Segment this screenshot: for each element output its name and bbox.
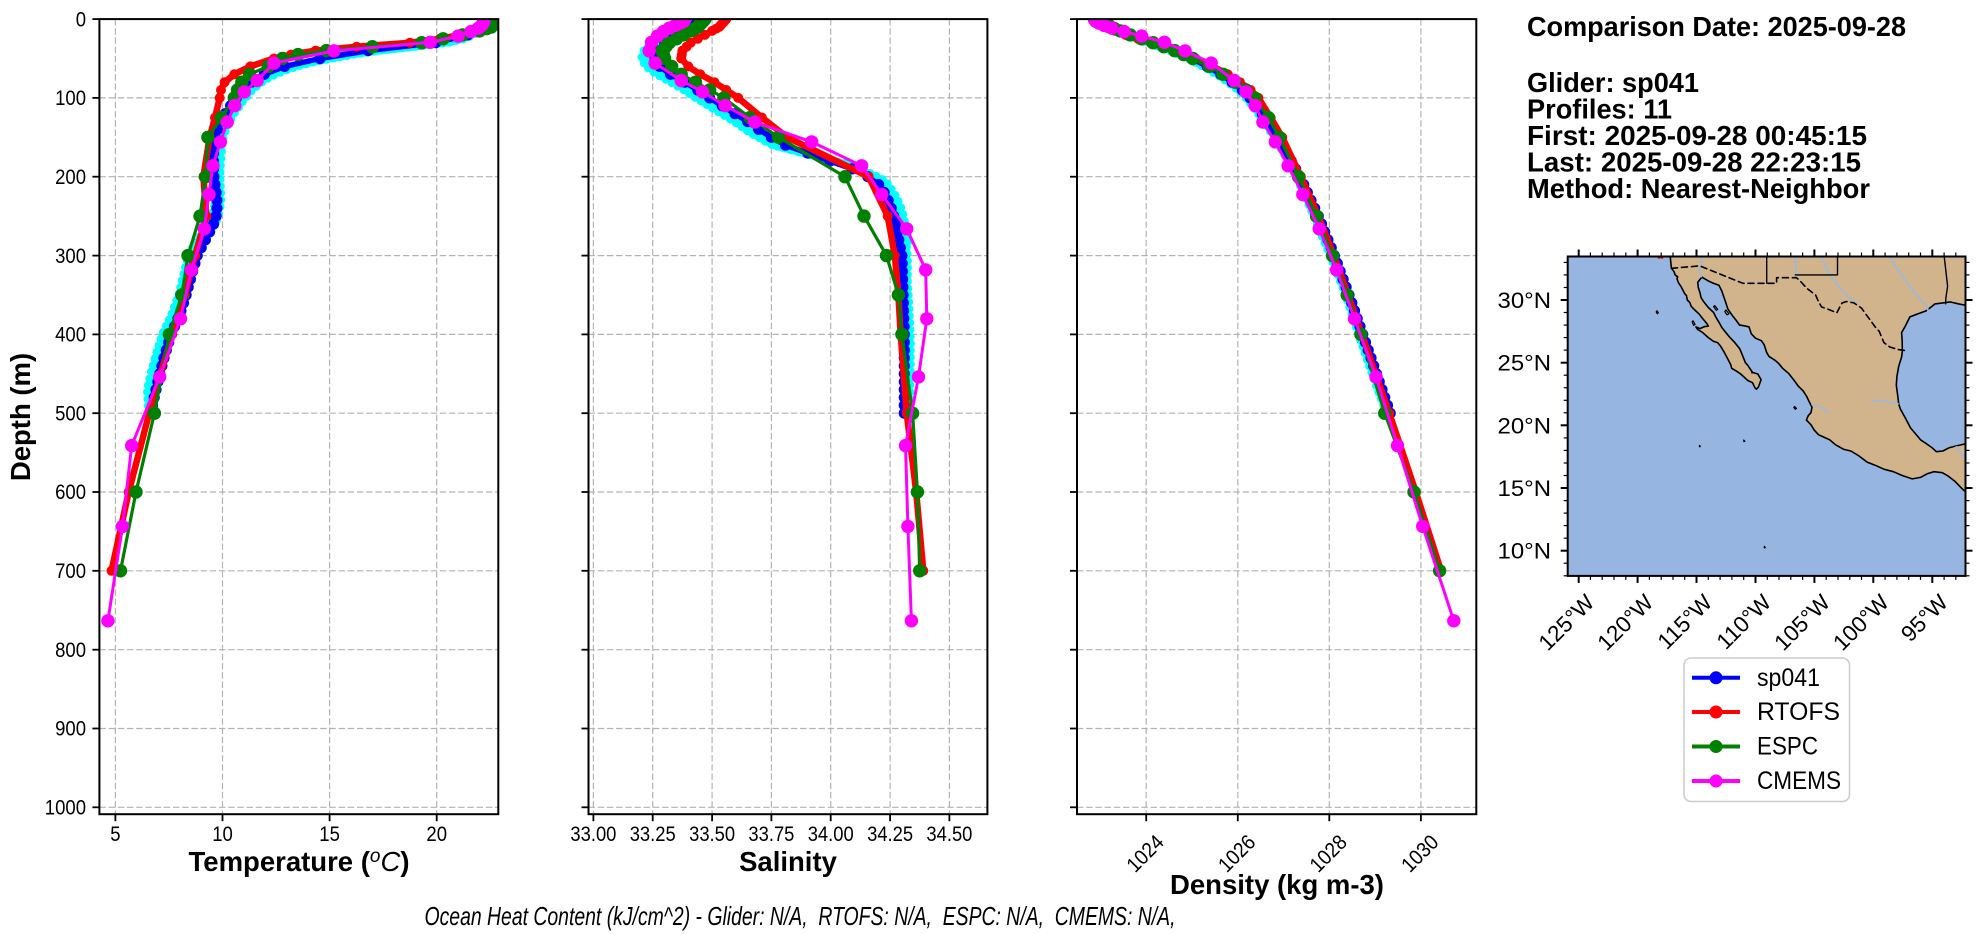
svg-text:1000: 1000 (45, 797, 86, 820)
svg-text:Salinity: Salinity (739, 846, 838, 877)
svg-text:sp041: sp041 (1757, 664, 1820, 692)
svg-text:900: 900 (55, 718, 86, 741)
svg-text:20: 20 (426, 823, 447, 846)
svg-text:Depth (m): Depth (m) (5, 353, 36, 481)
svg-text:15: 15 (319, 823, 340, 846)
svg-text:34.00: 34.00 (808, 823, 854, 846)
svg-text:25°N: 25°N (1498, 351, 1552, 376)
svg-text:300: 300 (55, 245, 86, 268)
svg-text:200: 200 (55, 166, 86, 189)
svg-text:RTOFS: RTOFS (1757, 698, 1840, 726)
svg-text:33.50: 33.50 (689, 823, 735, 846)
svg-text:10: 10 (212, 823, 233, 846)
svg-text:0: 0 (76, 8, 86, 31)
svg-text:400: 400 (55, 324, 86, 347)
svg-text:Glider: sp041: Glider: sp041 (1527, 67, 1699, 98)
svg-text:100: 100 (55, 87, 86, 110)
svg-text:30°N: 30°N (1498, 288, 1552, 313)
svg-text:10°N: 10°N (1498, 539, 1552, 564)
svg-text:700: 700 (55, 560, 86, 583)
svg-text:34.50: 34.50 (926, 823, 972, 846)
svg-text:20°N: 20°N (1498, 413, 1552, 438)
svg-text:Density (kg m-3): Density (kg m-3) (1170, 869, 1384, 900)
svg-text:ESPC: ESPC (1757, 733, 1818, 761)
svg-text:33.25: 33.25 (630, 823, 676, 846)
svg-text:Method: Nearest-Neighbor: Method: Nearest-Neighbor (1527, 173, 1870, 204)
svg-text:33.75: 33.75 (748, 823, 794, 846)
svg-text:34.25: 34.25 (867, 823, 913, 846)
svg-text:First: 2025-09-28 00:45:15: First: 2025-09-28 00:45:15 (1527, 120, 1867, 151)
svg-text:Profiles: 11: Profiles: 11 (1527, 94, 1672, 125)
svg-text:15°N: 15°N (1498, 476, 1552, 501)
svg-text:Ocean Heat Content (kJ/cm^2) -: Ocean Heat Content (kJ/cm^2) - Glider: N… (425, 901, 1176, 931)
svg-text:Last: 2025-09-28 22:23:15: Last: 2025-09-28 22:23:15 (1527, 147, 1861, 178)
svg-text:800: 800 (55, 639, 86, 662)
svg-text:500: 500 (55, 402, 86, 425)
svg-text:5: 5 (110, 823, 120, 846)
svg-text:600: 600 (55, 481, 86, 504)
svg-text:33.00: 33.00 (570, 823, 616, 846)
svg-text:Comparison Date: 2025-09-28: Comparison Date: 2025-09-28 (1527, 11, 1906, 42)
svg-text:CMEMS: CMEMS (1757, 767, 1841, 795)
